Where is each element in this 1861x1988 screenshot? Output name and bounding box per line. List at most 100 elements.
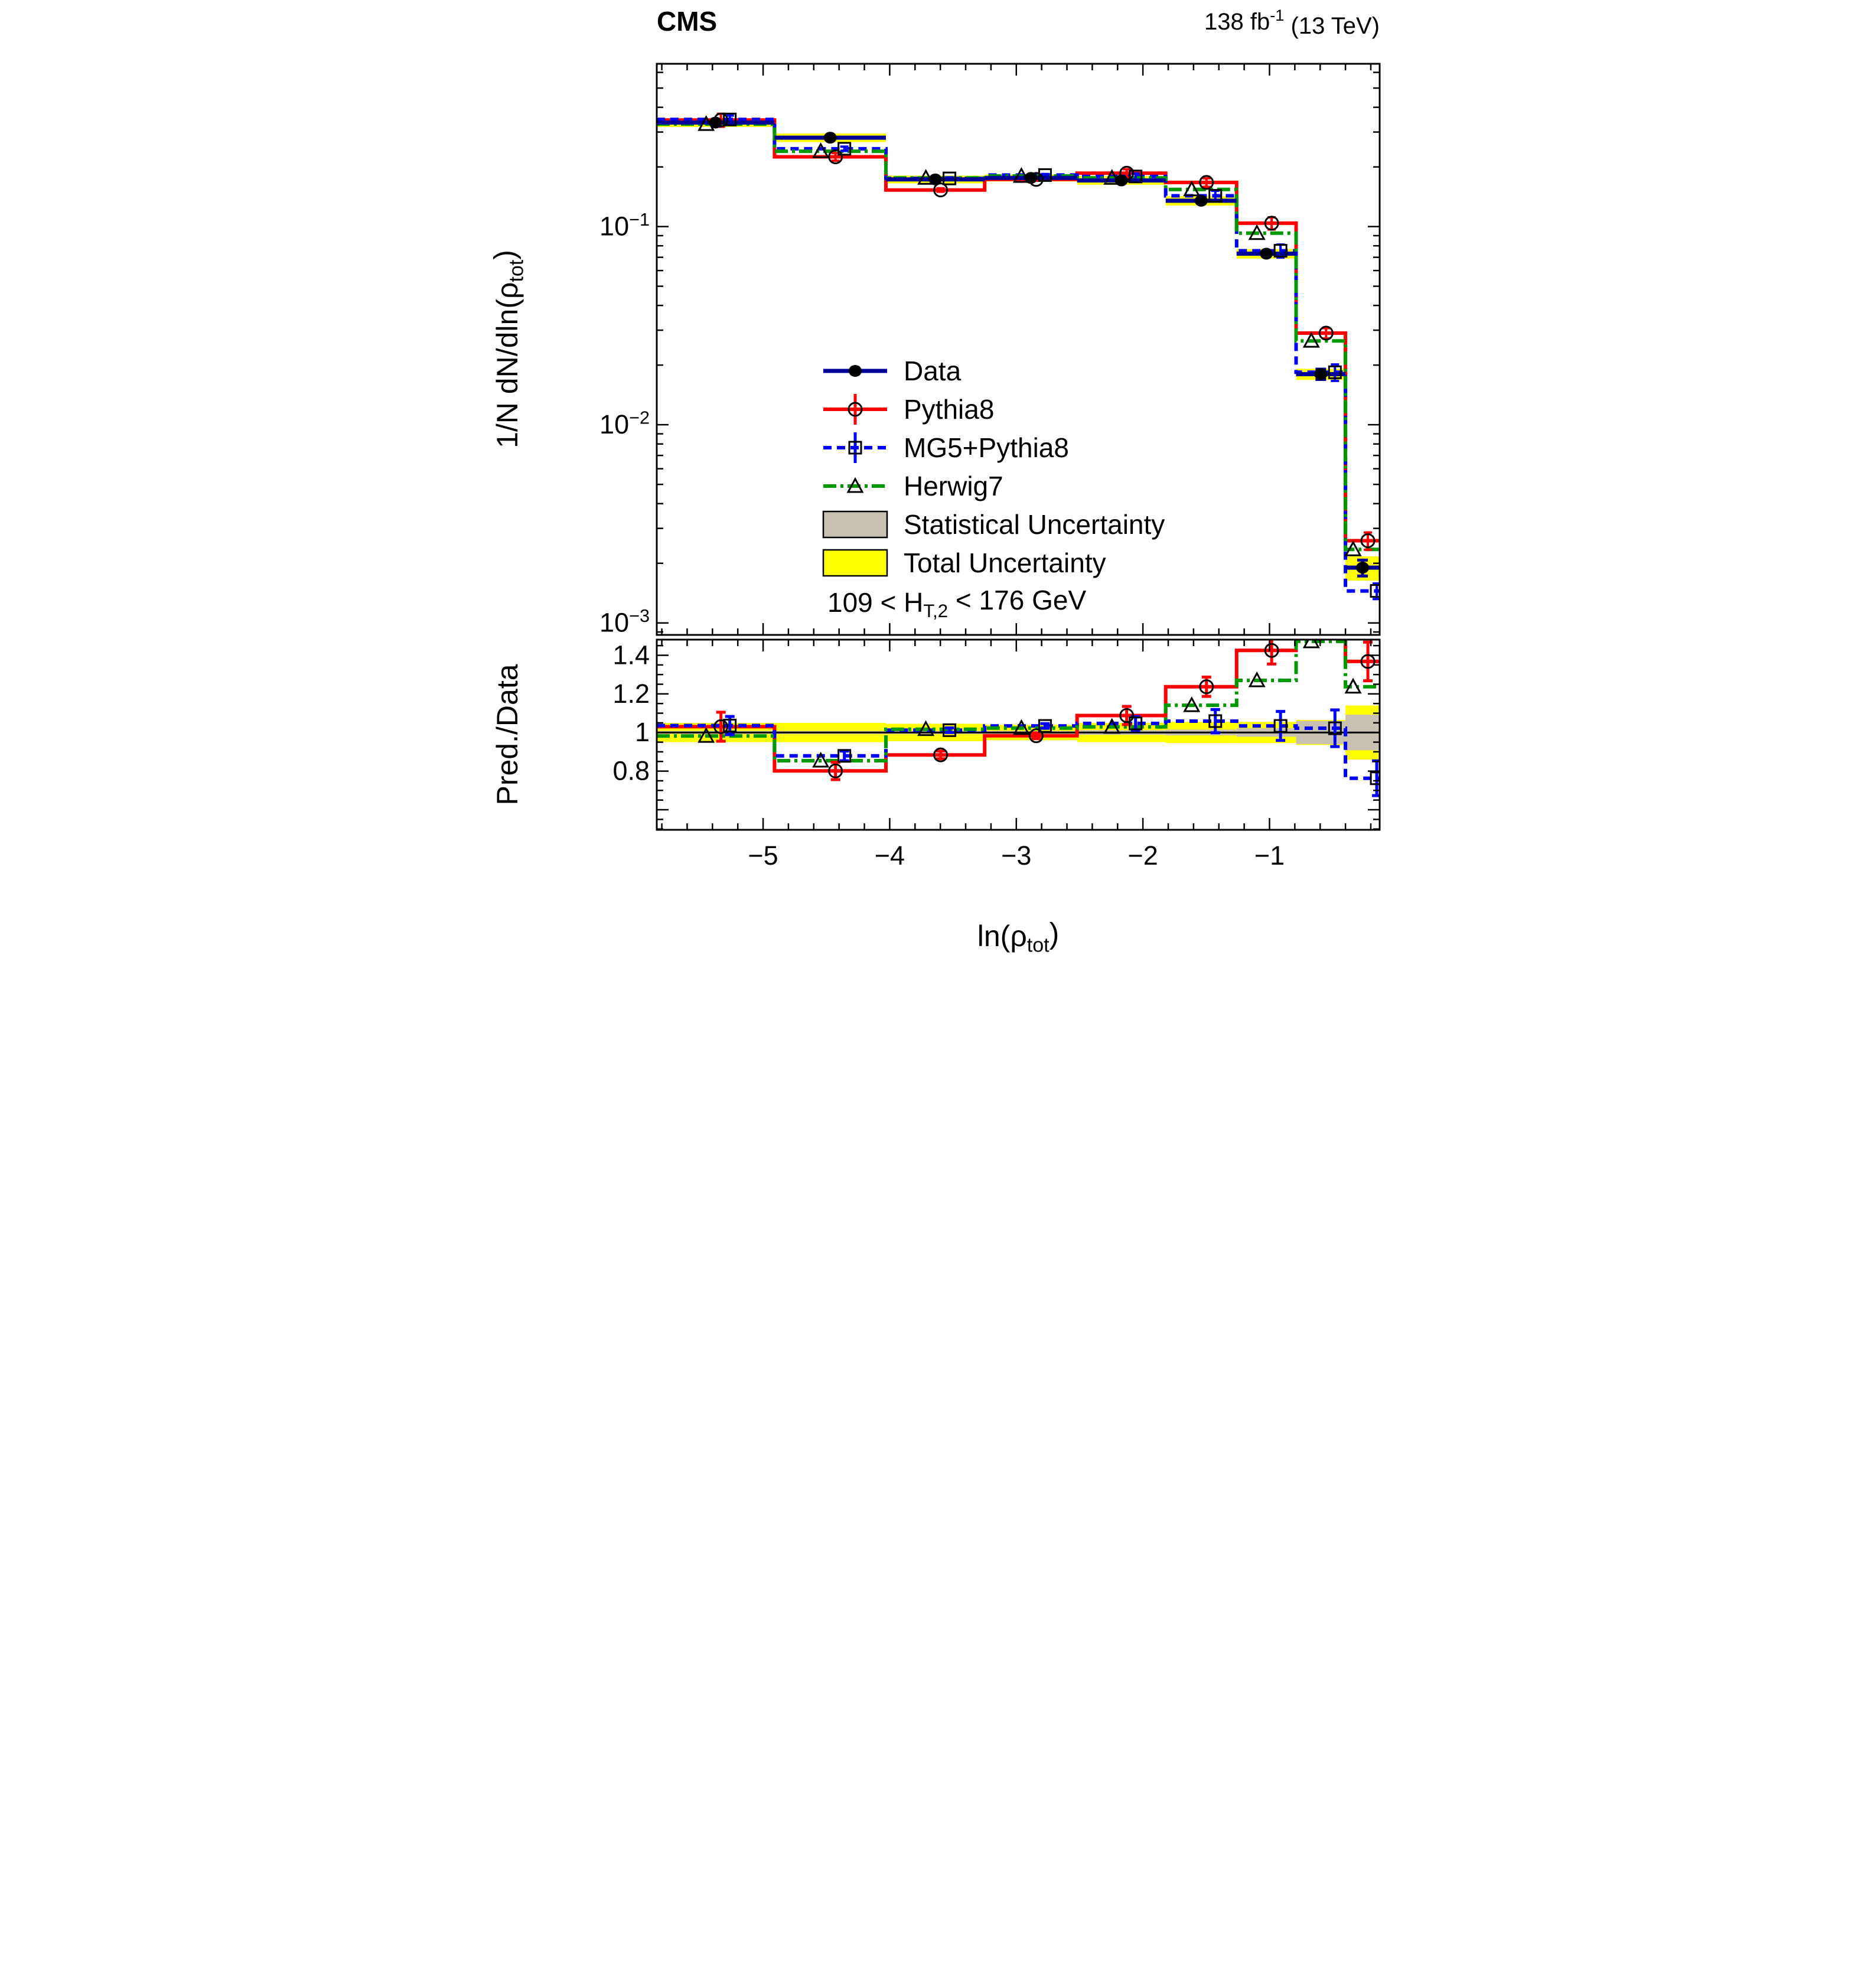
- mg5-pythia8-marker: [1370, 584, 1380, 598]
- herwig7-marker: [1344, 540, 1362, 556]
- legend-item-total: Total Uncertainty: [822, 547, 1106, 578]
- pythia8-ratio-marker: [1198, 679, 1214, 695]
- axis-tick-labels: 10−1 10−2 10−3 0.8 1 1.2 1.4 −5 −4 −3 −2 −1: [599, 210, 1285, 871]
- cms-figure: 10−1 10−2 10−3 0.8 1 1.2 1.4 −5 −4 −3 −2 −1 Data Pyt…: [465, 0, 1396, 994]
- herwig7-marker: [1182, 180, 1200, 197]
- herwig7-marker: [1248, 224, 1266, 240]
- herwig7-ratio-marker: [811, 751, 829, 768]
- herwig7-legend-marker: [846, 477, 864, 493]
- luminosity-label: 138 fb-1 (13 TeV): [1204, 6, 1380, 39]
- y-axis-title-top: 1/N dN/dln(ρtot): [488, 250, 527, 448]
- total-swatch: [822, 549, 888, 577]
- pythia8-legend-marker: [848, 402, 862, 417]
- pythia8-ratio-marker: [713, 719, 728, 734]
- experiment-label: CMS: [657, 6, 717, 37]
- mg5-pythia8-marker: [1273, 244, 1288, 258]
- selection-label: 109 < HT,2 < 176 GeV: [827, 585, 1086, 621]
- herwig7-ratio-marker: [1248, 671, 1266, 687]
- herwig7-ratio-marker: [1182, 696, 1200, 712]
- data-marker: [1114, 174, 1128, 187]
- data-marker: [1355, 562, 1369, 574]
- y-tick-label: 10−3: [599, 606, 650, 638]
- x-tick-label: −3: [1001, 840, 1031, 871]
- x-tick-label: −4: [874, 840, 904, 871]
- herwig7-ratio-marker: [1103, 718, 1120, 734]
- mg5-pythia8-marker: [1038, 168, 1052, 182]
- data-marker: [709, 116, 722, 129]
- herwig7-marker: [1302, 332, 1320, 348]
- herwig7-marker: [1012, 167, 1030, 183]
- mg5-pythia8-ratio-marker: [1273, 719, 1288, 733]
- pythia8-marker: [1198, 175, 1214, 190]
- panel-frame: [656, 638, 1380, 831]
- pythia8-marker: [933, 182, 948, 198]
- data-legend-marker: [848, 365, 862, 377]
- pythia8-marker: [1360, 533, 1376, 548]
- y-axis-title-ratio: Pred./Data: [491, 664, 524, 805]
- pythia8-ratio-marker: [1028, 728, 1044, 744]
- pythia8-step-line: [656, 118, 1380, 543]
- ratio-panel-model-histograms: [656, 640, 1380, 780]
- ratio-tick-label: 0.8: [612, 756, 650, 786]
- legend-label-data: Data: [904, 356, 962, 386]
- legend-item-pythia8: Pythia8: [823, 394, 994, 425]
- ratio-panel-markers: [697, 608, 1380, 797]
- legend-label-total: Total Uncertainty: [904, 547, 1106, 578]
- herwig7-marker: [811, 142, 829, 158]
- mg5-pythia8-marker: [1208, 189, 1222, 203]
- herwig7-ratio-marker: [697, 726, 715, 743]
- legend-label-stat: Statistical Uncertainty: [904, 509, 1165, 540]
- herwig7-marker: [1103, 169, 1120, 185]
- herwig7-ratio-marker: [917, 720, 934, 736]
- panel-frame: [656, 63, 1380, 636]
- figure-canvas: 10−1 10−2 10−3 0.8 1 1.2 1.4 −5 −4 −3 −2 −1 Data Pyt…: [465, 0, 1396, 994]
- herwig7-ratio-step-line: [656, 640, 1380, 762]
- stat-swatch: [822, 510, 888, 539]
- mg5-pythia8-marker: [837, 142, 851, 156]
- legend-item-mg5: MG5+Pythia8: [823, 432, 1069, 463]
- legend-label-mg5: MG5+Pythia8: [904, 432, 1069, 463]
- mg5-pythia8-marker: [1128, 170, 1142, 184]
- herwig7-ratio-marker: [1302, 640, 1320, 648]
- data-marker: [1194, 194, 1208, 207]
- pythia8-ratio-marker: [1119, 708, 1134, 723]
- mg5-pythia8-ratio-marker: [837, 749, 851, 763]
- top-panel-model-histograms: [656, 112, 1380, 601]
- mg5-pythia8-ratio-marker: [1208, 714, 1222, 728]
- x-tick-label: −5: [748, 840, 778, 871]
- x-tick-label: −2: [1127, 840, 1158, 871]
- data-marker: [928, 173, 942, 185]
- mg5-pythia8-ratio-marker: [1370, 771, 1380, 786]
- mg5-legend-marker: [848, 441, 862, 455]
- mg5-pythia8-ratio-marker: [1128, 716, 1142, 731]
- x-tick-label: −1: [1254, 840, 1284, 871]
- ratio-panel-uncertainty-bands: [656, 705, 1380, 760]
- top-panel-data-points: [656, 112, 1380, 598]
- data-marker: [1024, 172, 1037, 184]
- legend-item-stat: Statistical Uncertainty: [822, 509, 1165, 540]
- pythia8-ratio-marker: [1319, 608, 1332, 621]
- mg5-pythia8-ratio-marker: [1328, 721, 1342, 735]
- mg5-pythia8-marker: [722, 112, 736, 126]
- y-tick-label: 10−2: [599, 408, 650, 439]
- herwig7-ratio-marker: [1344, 677, 1362, 694]
- legend-label-pythia8: Pythia8: [904, 394, 994, 425]
- herwig7-step-line: [656, 122, 1380, 552]
- data-marker: [1259, 247, 1273, 260]
- panel-frames-and-ticks: [656, 63, 1380, 831]
- legend-item-data: Data: [823, 356, 962, 386]
- mg5-pythia8-ratio-marker: [1038, 719, 1052, 733]
- pythia8-ratio-step-line: [656, 640, 1380, 773]
- mg5-pythia8-marker: [942, 171, 956, 185]
- pythia8-marker: [1318, 325, 1334, 341]
- legend-label-herwig7: Herwig7: [904, 471, 1003, 501]
- y-tick-label: 10−1: [599, 210, 650, 242]
- mg5-pythia8-ratio-marker: [942, 723, 956, 737]
- data-marker: [1314, 368, 1327, 380]
- herwig7-ratio-marker: [1012, 719, 1030, 735]
- pythia8-ratio-marker: [1264, 643, 1279, 658]
- ratio-tick-label: 1: [634, 717, 649, 747]
- legend-item-herwig7: Herwig7: [823, 471, 1003, 501]
- mg5-pythia8-marker: [1328, 365, 1342, 379]
- ratio-tick-label: 1.2: [612, 679, 650, 709]
